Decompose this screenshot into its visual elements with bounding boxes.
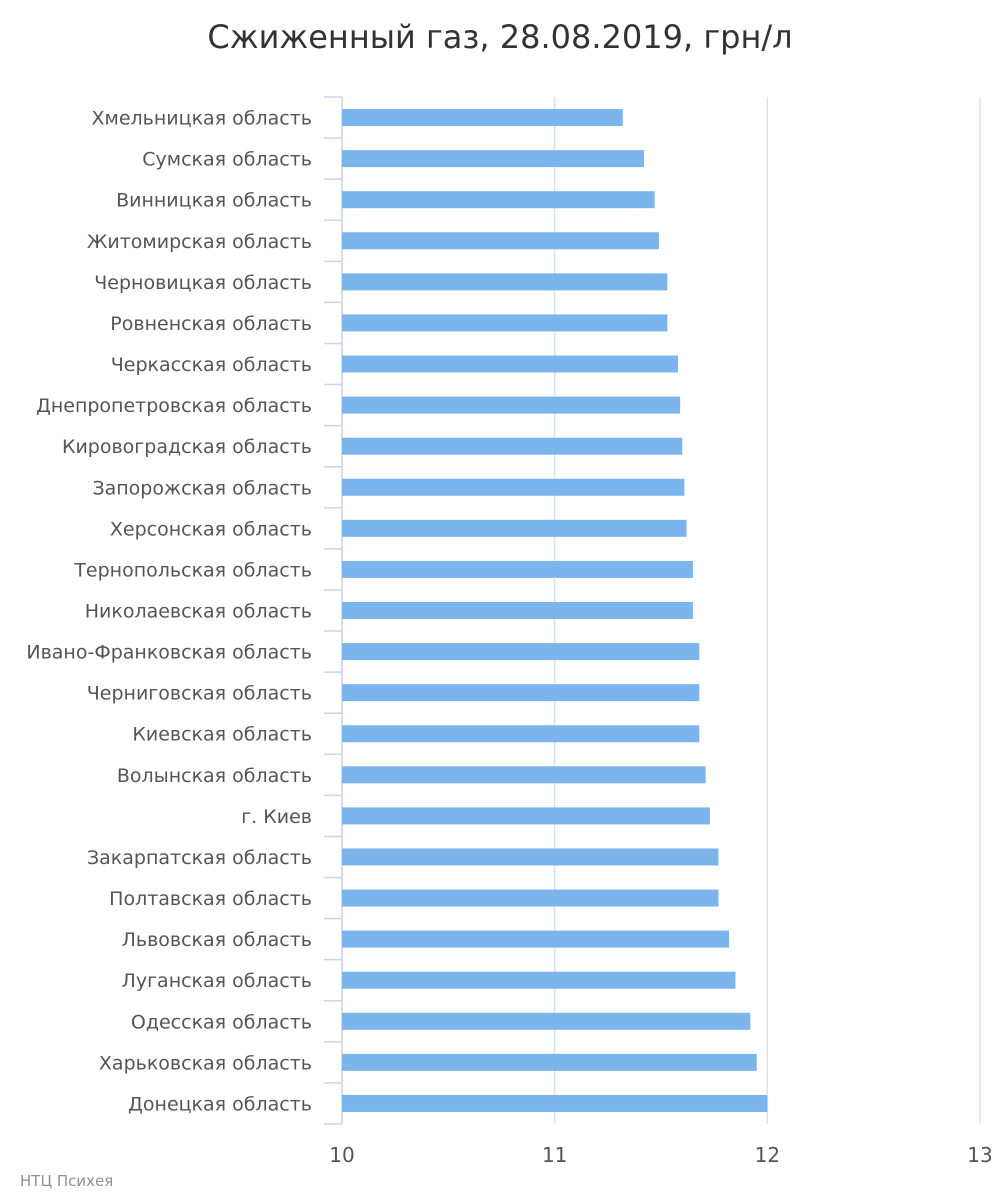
category-label: Харьковская область bbox=[99, 1052, 312, 1074]
bar bbox=[342, 150, 644, 168]
bar bbox=[342, 232, 659, 250]
bars bbox=[342, 109, 768, 1112]
bar bbox=[342, 1012, 751, 1030]
category-label: Черниговская область bbox=[87, 683, 312, 705]
bar bbox=[342, 109, 623, 127]
category-label: Запорожская область bbox=[92, 477, 312, 499]
category-label: Черкасская область bbox=[111, 354, 312, 376]
category-label: Волынская область bbox=[117, 765, 312, 787]
bar bbox=[342, 437, 683, 455]
category-label: Кировоградская область bbox=[62, 436, 312, 458]
bar bbox=[342, 602, 693, 619]
bar bbox=[342, 889, 719, 907]
category-label: Луганская область bbox=[122, 970, 312, 992]
bar bbox=[342, 725, 700, 743]
x-tick-label: 10 bbox=[329, 1143, 354, 1167]
bar bbox=[342, 930, 730, 948]
category-label: Житомирская область bbox=[87, 231, 312, 253]
x-tick-label: 11 bbox=[542, 1143, 567, 1167]
category-label: г. Киев bbox=[241, 806, 312, 828]
bar bbox=[342, 355, 679, 373]
category-label: Закарпатская область bbox=[87, 847, 312, 869]
category-label: Полтавская область bbox=[109, 888, 312, 910]
bar bbox=[342, 766, 706, 784]
category-label: Львовская область bbox=[122, 929, 312, 951]
bar bbox=[342, 396, 681, 414]
credit-text: НТЦ Психея bbox=[20, 1172, 114, 1190]
category-label: Николаевская область bbox=[85, 601, 312, 623]
category-label: Одесская область bbox=[131, 1011, 312, 1033]
bar bbox=[342, 191, 655, 209]
bar bbox=[342, 1053, 757, 1071]
bar bbox=[342, 643, 700, 661]
bar bbox=[342, 1094, 768, 1112]
category-label: Днепропетровская область bbox=[36, 395, 312, 417]
bar bbox=[342, 684, 700, 702]
x-tick-label: 12 bbox=[755, 1143, 780, 1167]
category-labels: Хмельницкая область Сумская область Винниц… bbox=[26, 108, 312, 1116]
bar bbox=[342, 807, 710, 825]
category-label: Сумская область bbox=[142, 149, 312, 171]
category-label: Черновицкая область bbox=[94, 272, 312, 294]
bar bbox=[342, 273, 668, 291]
bar bbox=[342, 560, 693, 578]
category-label: Винницкая область bbox=[116, 190, 312, 212]
category-label: Херсонская область bbox=[110, 518, 312, 540]
category-label: Тернопольская область bbox=[73, 559, 312, 581]
category-label: Ровненская область bbox=[110, 313, 312, 335]
category-label: Ивано-Франковская область bbox=[26, 642, 312, 664]
bar bbox=[342, 314, 668, 332]
category-label: Донецкая область bbox=[128, 1093, 312, 1115]
x-tick-label: 13 bbox=[967, 1143, 992, 1167]
bar bbox=[342, 848, 719, 866]
chart-title: Сжиженный газ, 28.08.2019, грн/л bbox=[207, 18, 792, 56]
x-axis-ticks: 10 11 12 13 bbox=[329, 1143, 992, 1167]
bar bbox=[342, 971, 736, 989]
category-label: Киевская область bbox=[132, 724, 312, 746]
category-label: Хмельницкая область bbox=[91, 108, 312, 130]
bar bbox=[342, 478, 685, 496]
bar bbox=[342, 519, 687, 537]
